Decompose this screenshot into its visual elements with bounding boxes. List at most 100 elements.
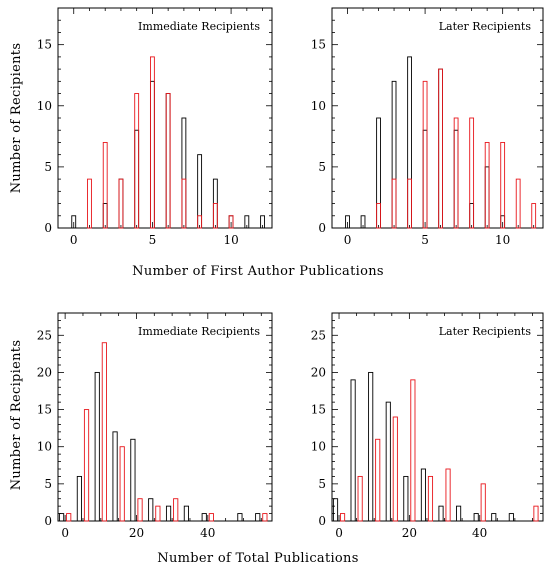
- bar-black: [438, 68, 443, 229]
- y-tick-label: 5: [44, 160, 52, 174]
- x-tick-label: 10: [223, 233, 238, 247]
- bar-red: [87, 178, 92, 229]
- bar-red: [149, 56, 155, 229]
- bar-black: [350, 379, 356, 522]
- y-tick-label: 25: [311, 328, 326, 342]
- plot-frame: [57, 312, 273, 522]
- bar-red: [262, 513, 268, 522]
- bar-red: [66, 513, 72, 522]
- bar-red: [500, 141, 506, 229]
- x-tick-label: 0: [70, 233, 78, 247]
- x-tick-label: 20: [129, 526, 144, 540]
- bar-black: [368, 371, 374, 522]
- chart-panel-3: 0 5 10 15 20 25 0 20 40 Immediate Recipients: [37, 312, 273, 540]
- y-tick-label: 15: [311, 38, 326, 52]
- bar-black: [76, 475, 82, 522]
- bar-red: [208, 513, 214, 522]
- bar-red: [410, 379, 416, 522]
- x-axis-label-top: Number of First Author Publications: [132, 264, 384, 279]
- bar-red: [165, 93, 171, 229]
- bar-red: [101, 342, 107, 522]
- x-axis-label-bottom: Number of Total Publications: [157, 551, 358, 566]
- panel-title: Later Recipients: [439, 20, 532, 33]
- bar-red: [357, 475, 363, 522]
- y-tick-label: 10: [37, 99, 52, 113]
- bar-black: [134, 129, 140, 229]
- chart-panel-1: 0 5 10 15 0 5 10 Immediate Recipients: [37, 7, 273, 247]
- bar-red: [391, 178, 397, 229]
- x-tick-label: 5: [149, 233, 157, 247]
- bar-red: [181, 178, 187, 229]
- y-tick-label: 15: [311, 403, 326, 417]
- y-tick-label: 5: [318, 160, 326, 174]
- bar-black: [94, 371, 100, 522]
- bar-black: [165, 93, 171, 229]
- bar-red: [137, 498, 143, 522]
- bar-black: [71, 215, 77, 229]
- bar-red: [453, 117, 459, 229]
- bar-black: [456, 505, 462, 522]
- bar-black: [260, 215, 265, 229]
- bar-black: [237, 513, 243, 522]
- x-tick-label: 40: [472, 526, 487, 540]
- bar-black: [332, 498, 339, 522]
- bar-red: [469, 117, 475, 229]
- y-tick-label: 20: [311, 365, 326, 379]
- bar-black: [255, 513, 261, 522]
- panel-title: Immediate Recipients: [138, 325, 260, 338]
- bar-black: [403, 475, 409, 522]
- bar-black: [469, 203, 475, 229]
- chart-panel-4: 0 5 10 15 20 25 0 20 40 Later Recipients: [311, 312, 544, 540]
- bar-red: [339, 513, 346, 522]
- bar-black: [197, 154, 203, 229]
- bar-black: [438, 505, 444, 522]
- bar-red: [515, 178, 521, 229]
- bar-black: [360, 215, 366, 229]
- x-tick-label: 0: [61, 526, 69, 540]
- bar-black: [407, 56, 412, 229]
- x-tick-label: 0: [335, 526, 343, 540]
- bar-black: [165, 505, 172, 522]
- y-tick-label: 5: [318, 477, 326, 491]
- bar-red: [83, 409, 90, 522]
- y-tick-label: 15: [37, 403, 52, 417]
- bar-black: [102, 203, 108, 229]
- bar-black: [484, 166, 490, 229]
- plot-frame: [331, 7, 544, 229]
- bar-red: [392, 416, 398, 522]
- x-tick-label: 20: [402, 526, 417, 540]
- panel-title: Immediate Recipients: [138, 20, 260, 33]
- bar-black: [118, 178, 124, 229]
- bar-black: [391, 80, 397, 229]
- bar-red: [376, 203, 381, 229]
- bar-red: [212, 203, 218, 229]
- bar-red: [407, 178, 412, 229]
- y-tick-label: 15: [37, 38, 52, 52]
- panels: 0 5 10 15 0 5 10 Immediate Recipients 0 5 10 15 0 5 10…: [37, 7, 544, 540]
- bar-black: [201, 513, 207, 522]
- chart-panel-2: 0 5 10 15 0 5 10 Later Recipients: [311, 7, 544, 247]
- y-axis-label-bottom: Number of Recipients: [9, 340, 24, 491]
- y-tick-label: 10: [311, 440, 326, 454]
- bar-red: [155, 505, 161, 522]
- bar-black: [376, 117, 381, 229]
- x-tick-label: 0: [344, 233, 352, 247]
- bar-red: [480, 483, 486, 522]
- y-tick-label: 0: [318, 514, 326, 528]
- bar-red: [134, 93, 140, 229]
- bar-black: [148, 498, 154, 522]
- bar-red: [102, 141, 108, 229]
- bar-red: [531, 203, 537, 229]
- bar-red: [422, 80, 428, 229]
- bar-black: [453, 129, 459, 229]
- y-tick-label: 20: [37, 365, 52, 379]
- bar-black: [473, 513, 479, 522]
- bar-red: [375, 438, 381, 522]
- x-tick-label: 40: [200, 526, 215, 540]
- panel-title: Later Recipients: [439, 325, 532, 338]
- y-tick-label: 0: [44, 514, 52, 528]
- y-tick-label: 10: [37, 440, 52, 454]
- bar-black: [508, 513, 514, 522]
- bar-black: [58, 513, 65, 522]
- y-tick-label: 0: [44, 221, 52, 235]
